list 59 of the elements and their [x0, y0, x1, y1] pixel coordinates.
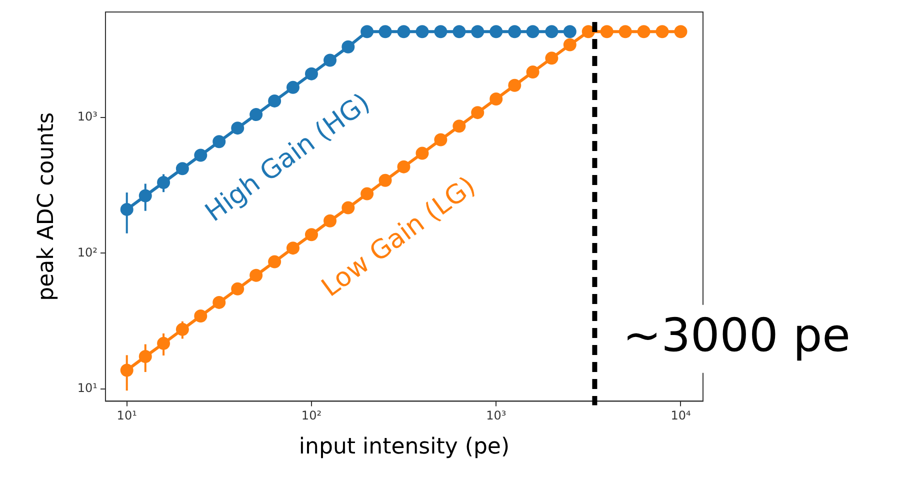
x-tick-label: 10⁴ [670, 408, 691, 423]
point [286, 242, 300, 255]
point [416, 146, 429, 160]
point [324, 214, 337, 228]
ref-line-label: ∼3000 pe [622, 308, 850, 362]
point [637, 25, 650, 38]
y-tick-label: 10² [77, 245, 98, 260]
point [526, 25, 540, 38]
x-tick-label: 10² [301, 408, 322, 423]
point [434, 25, 448, 38]
point [250, 268, 263, 282]
point [563, 38, 576, 52]
point [304, 67, 318, 80]
point [268, 255, 282, 268]
point [360, 25, 374, 38]
point [600, 25, 614, 38]
point [378, 174, 392, 187]
y-axis-title: peak ADC counts [34, 112, 59, 301]
point [324, 54, 337, 67]
point [563, 25, 576, 38]
point [378, 25, 392, 38]
point [471, 106, 484, 120]
point [674, 25, 688, 38]
x-axis-title: input intensity (pe) [298, 434, 510, 460]
point [490, 25, 503, 38]
point [656, 25, 669, 38]
point [360, 187, 374, 200]
point [268, 94, 282, 108]
y-tick-label: 10³ [77, 110, 98, 124]
point [342, 201, 355, 214]
point [397, 25, 410, 38]
x-tick-label: 10³ [486, 408, 506, 423]
point [342, 40, 355, 54]
point [231, 122, 244, 135]
point [304, 228, 318, 242]
point [618, 25, 632, 38]
point [490, 92, 503, 106]
point [286, 80, 300, 94]
point [526, 66, 540, 79]
point [582, 25, 595, 38]
point [452, 120, 466, 133]
point [194, 310, 208, 323]
point [176, 162, 189, 176]
point [452, 25, 466, 38]
point [231, 282, 244, 296]
point [545, 52, 558, 65]
point [545, 25, 558, 38]
point [397, 160, 410, 174]
x-tick-label: 10¹ [116, 408, 138, 423]
point [508, 78, 522, 92]
point [194, 148, 208, 162]
point [508, 25, 522, 38]
point [471, 25, 484, 38]
point [250, 108, 263, 122]
point [212, 296, 226, 309]
point [416, 25, 429, 38]
point [434, 133, 448, 146]
point [212, 135, 226, 148]
y-tick-label: 10¹ [77, 380, 98, 395]
